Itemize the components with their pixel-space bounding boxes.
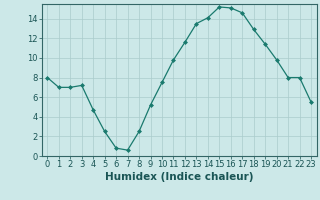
X-axis label: Humidex (Indice chaleur): Humidex (Indice chaleur) [105,172,253,182]
